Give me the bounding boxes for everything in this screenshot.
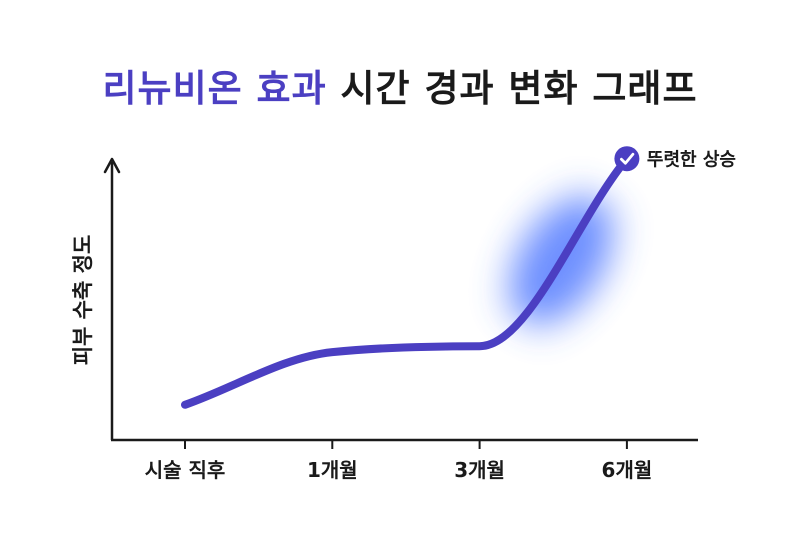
y-axis-label: 피부 수축 정도 — [71, 235, 95, 366]
x-tick-label: 6개월 — [602, 458, 653, 482]
check-circle-icon — [614, 146, 640, 172]
x-tick-label: 3개월 — [454, 458, 505, 482]
x-tick-label: 1개월 — [307, 458, 358, 482]
x-tick-label: 시술 직후 — [145, 458, 226, 482]
annotation-label: 뚜렷한 상승 — [647, 150, 736, 171]
checkmark-icon — [620, 152, 635, 165]
series-line — [181, 154, 631, 409]
chart-title: 리뉴비온 효과 시간 경과 변화 그래프 — [0, 58, 800, 112]
title-highlight: 리뉴비온 효과 — [102, 67, 327, 110]
y-axis-arrow — [103, 157, 121, 174]
title-rest: 시간 경과 변화 그래프 — [326, 67, 698, 110]
